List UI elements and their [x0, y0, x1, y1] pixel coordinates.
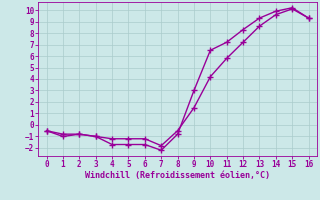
X-axis label: Windchill (Refroidissement éolien,°C): Windchill (Refroidissement éolien,°C) — [85, 171, 270, 180]
